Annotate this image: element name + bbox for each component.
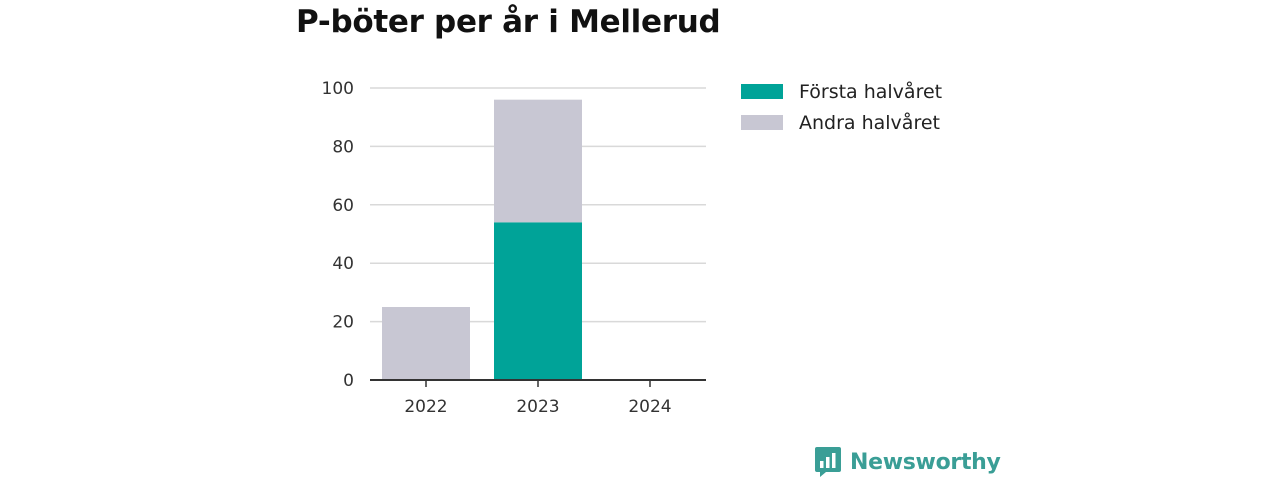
x-tick-label-2022: 2022 (404, 397, 447, 417)
legend-label-second-half: Andra halvåret (799, 111, 940, 134)
bar-chart-speech-bubble-icon (815, 447, 841, 477)
y-tick-label-80: 80 (332, 137, 354, 157)
y-tick-label-60: 60 (332, 196, 354, 216)
bar-2023-series-0 (494, 222, 582, 380)
bars (382, 99, 582, 380)
legend: Första halvåret Andra halvåret (741, 76, 942, 138)
legend-swatch-first-half (741, 84, 783, 99)
y-tick-label-0: 0 (343, 371, 354, 391)
x-tick-label-2024: 2024 (628, 397, 671, 417)
y-tick-label-20: 20 (332, 313, 354, 333)
chart-title: P-böter per år i Mellerud (296, 4, 721, 40)
x-tick-label-2023: 2023 (516, 397, 559, 417)
axes: 0 20 40 60 80 100 2022 2023 2024 (322, 79, 706, 417)
bar-2022-series-1 (382, 307, 470, 380)
y-tick-label-100: 100 (322, 79, 354, 99)
brand-name: Newsworthy (850, 449, 1001, 475)
y-tick-label-40: 40 (332, 254, 354, 274)
brand-logo: Newsworthy (814, 446, 1001, 478)
bar-2023-series-1 (494, 99, 582, 223)
legend-swatch-second-half (741, 115, 783, 130)
legend-item-first-half: Första halvåret (741, 76, 942, 107)
legend-item-second-half: Andra halvåret (741, 107, 942, 138)
legend-label-first-half: Första halvåret (799, 80, 943, 103)
